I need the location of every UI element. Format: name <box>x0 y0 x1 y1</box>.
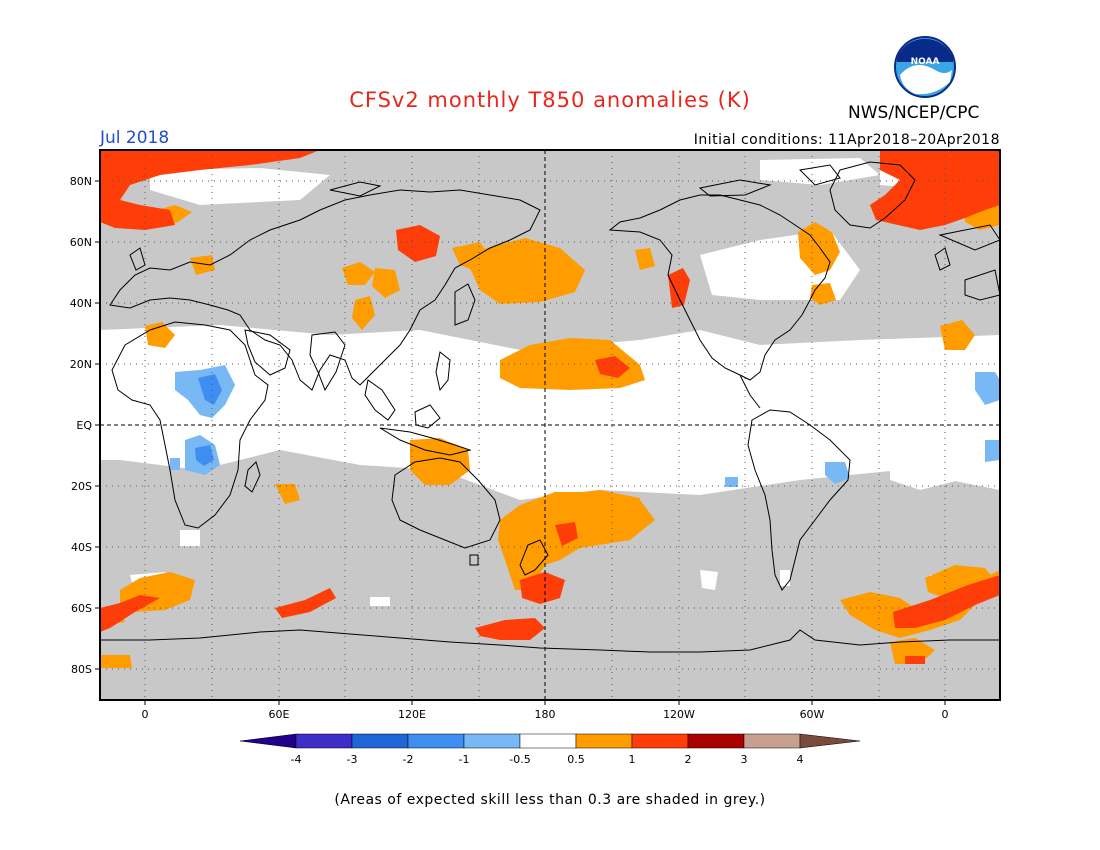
colorbar-extend-low <box>239 733 297 749</box>
colorbar-box <box>351 733 409 749</box>
colorbar-tick-label: -3 <box>347 753 358 766</box>
colorbar-box <box>295 733 353 749</box>
lon-axis: 0 60E 120E 180 120W 60W 0 <box>142 700 949 721</box>
colorbar-box <box>463 733 521 749</box>
lat-axis: 80N 60N 40N 20N EQ 20S 40S 60S 80S <box>70 175 100 676</box>
lon-label: 180 <box>535 708 556 721</box>
lon-label: 0 <box>942 708 949 721</box>
coastlines <box>100 161 1000 653</box>
cold-anomaly-medium <box>195 374 222 466</box>
agency-label: NWS/NCEP/CPC <box>848 103 980 123</box>
graticule <box>100 150 1000 700</box>
lat-label: EQ <box>76 419 92 432</box>
colorbar-tick-label: 4 <box>797 753 804 766</box>
colorbar-extend-high <box>799 733 861 749</box>
lon-label: 0 <box>142 708 149 721</box>
colorbar-box <box>575 733 633 749</box>
colorbar-tick-label: -2 <box>403 753 414 766</box>
lat-label: 80N <box>70 175 92 188</box>
colorbar-box <box>407 733 465 749</box>
chart-title: CFSv2 monthly T850 anomalies (K) <box>349 88 751 112</box>
colorbar-tick-label: 0.5 <box>567 753 585 766</box>
lat-label: 60N <box>70 236 92 249</box>
lat-label: 60S <box>71 602 92 615</box>
lat-label: 20S <box>71 480 92 493</box>
colorbar-tick-label: 3 <box>741 753 748 766</box>
colorbar-box <box>631 733 689 749</box>
colorbar: -4 -3 -2 -1 -0.5 0.5 1 2 3 4 <box>239 733 861 766</box>
lon-label: 60W <box>800 708 825 721</box>
colorbar-box <box>743 733 801 749</box>
colorbar-tick-label: -1 <box>459 753 470 766</box>
lat-label: 80S <box>71 663 92 676</box>
noaa-logo-icon: NOAA <box>894 36 956 98</box>
lon-label: 120E <box>398 708 426 721</box>
colorbar-tick-label: -4 <box>291 753 302 766</box>
colorbar-tick-label: 1 <box>629 753 636 766</box>
lon-label: 120W <box>663 708 695 721</box>
colorbar-box <box>519 733 577 749</box>
colorbar-box <box>687 733 745 749</box>
lon-label: 60E <box>269 708 290 721</box>
warm-anomaly-1-2 <box>100 150 1000 664</box>
lat-label: 40S <box>71 541 92 554</box>
lat-label: 20N <box>70 358 92 371</box>
equator-dateline <box>100 150 1000 700</box>
initial-conditions: Initial conditions: 11Apr2018–20Apr2018 <box>693 132 1000 148</box>
colorbar-tick-label: -0.5 <box>509 753 530 766</box>
forecast-month: Jul 2018 <box>100 128 170 148</box>
map-plot-area <box>100 150 1000 700</box>
svg-text:NOAA: NOAA <box>911 57 940 67</box>
colorbar-tick-label: 2 <box>685 753 692 766</box>
footnote: (Areas of expected skill less than 0.3 a… <box>334 792 766 808</box>
lat-label: 40N <box>70 297 92 310</box>
